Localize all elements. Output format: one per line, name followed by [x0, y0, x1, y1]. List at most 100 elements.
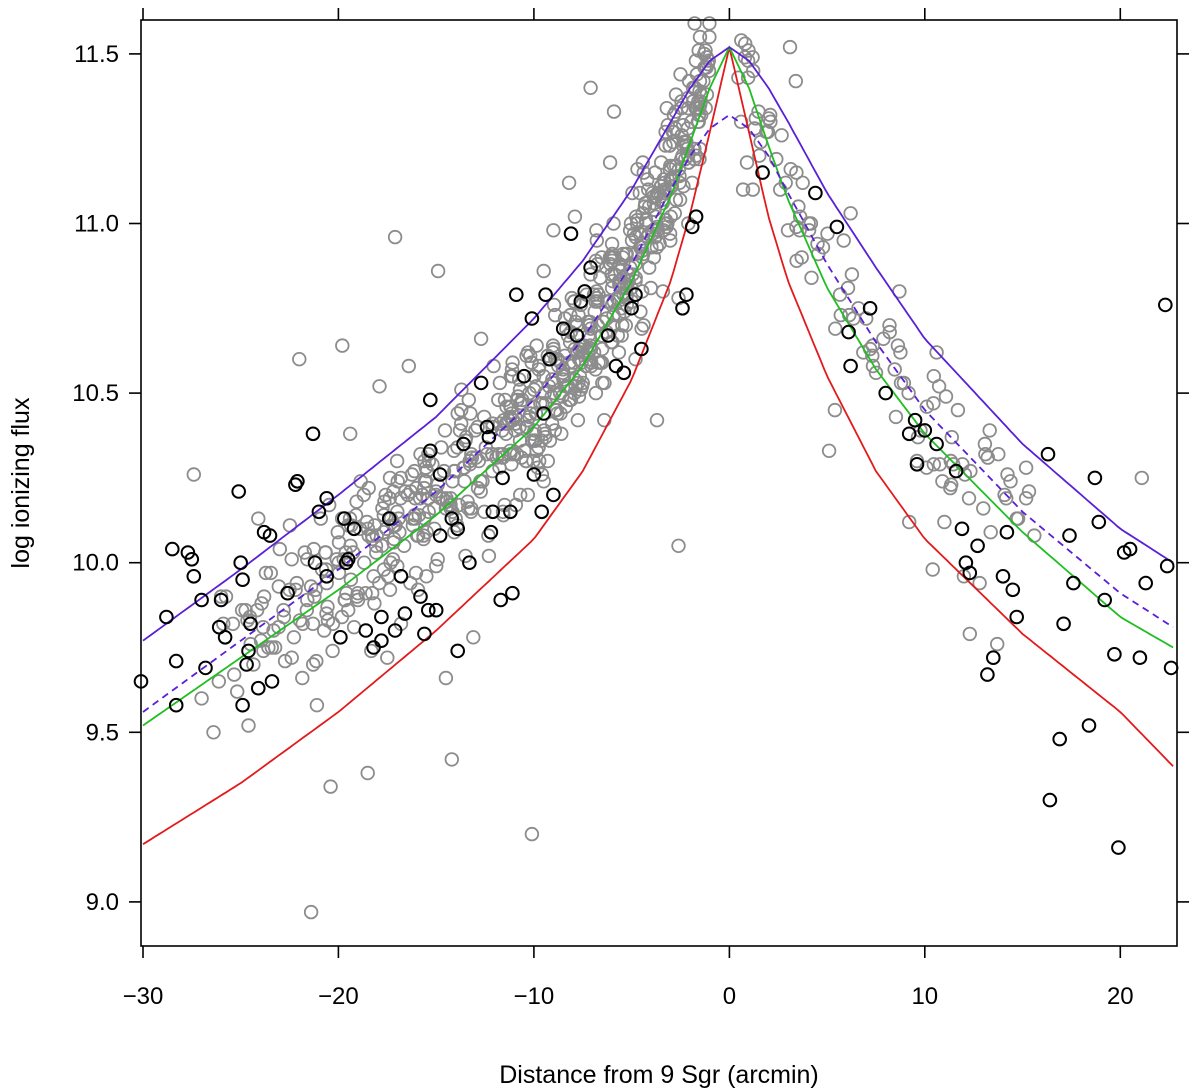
gray-point	[318, 562, 334, 577]
gray-point	[594, 341, 610, 357]
gray-point	[752, 148, 767, 163]
black-point	[168, 697, 184, 713]
gray-point	[276, 603, 291, 618]
gray-point	[382, 582, 398, 598]
gray-point	[545, 345, 561, 360]
gray-point	[636, 165, 652, 180]
gray-point	[303, 904, 319, 920]
gray-point	[492, 375, 508, 391]
gray-point	[339, 586, 354, 601]
black-point	[600, 328, 616, 343]
gray-point	[567, 341, 583, 357]
black-point	[421, 602, 436, 618]
black-point	[397, 606, 413, 621]
gray-point	[292, 352, 307, 367]
gray-point	[246, 657, 261, 672]
black-point	[624, 301, 639, 316]
gray-point	[937, 514, 952, 530]
black-point	[583, 260, 598, 275]
gray-point	[893, 345, 908, 360]
gray-point	[417, 474, 433, 489]
black-point	[948, 463, 964, 479]
gray-point	[580, 314, 596, 330]
gray-point	[1000, 467, 1015, 482]
gray-point	[635, 206, 650, 221]
gray-point	[444, 752, 460, 767]
gray-point	[925, 562, 940, 577]
gray-point	[372, 575, 387, 591]
black-point	[462, 555, 477, 571]
black-point	[1066, 575, 1081, 591]
gray-point	[323, 779, 338, 794]
gray-point	[499, 399, 514, 414]
gray-point	[599, 294, 615, 309]
gray-point	[330, 525, 346, 540]
black-point	[305, 426, 321, 442]
gray-point	[546, 223, 561, 238]
gray-point	[303, 579, 319, 594]
gray-point	[882, 318, 897, 333]
gray-point	[1009, 511, 1024, 526]
gray-point	[836, 233, 851, 248]
black-point	[526, 467, 542, 482]
gray-point	[412, 491, 428, 506]
gray-point	[526, 382, 542, 397]
gray-point	[477, 409, 492, 425]
gray-point	[309, 698, 325, 713]
gray-point	[571, 307, 586, 323]
gray-point	[691, 114, 706, 130]
gray-point	[343, 572, 359, 587]
black-point	[198, 660, 213, 676]
gray-point	[295, 670, 310, 686]
gray-point	[562, 392, 577, 408]
gray-point	[950, 402, 966, 418]
gray-point	[549, 402, 564, 418]
black-point	[159, 609, 174, 625]
black-point	[235, 572, 250, 588]
y-axis-title: log ionizing flux	[7, 397, 35, 568]
gray-point	[430, 263, 446, 279]
black-point	[483, 524, 499, 540]
gray-point	[735, 182, 751, 197]
gray-point	[739, 155, 755, 170]
gray-point	[566, 294, 582, 309]
gray-point	[437, 423, 453, 438]
black-point	[616, 365, 632, 381]
black-point	[509, 287, 524, 303]
black-point	[1062, 528, 1077, 543]
gray-point	[546, 297, 562, 313]
gray-point	[435, 491, 451, 506]
gray-point	[376, 562, 392, 577]
gray-point	[343, 538, 358, 554]
black-point	[250, 680, 266, 696]
gray-point	[691, 107, 707, 123]
gray-point	[888, 409, 904, 425]
gray-point	[665, 124, 681, 140]
black-point	[423, 392, 438, 408]
gray-point	[523, 348, 538, 364]
gray-point	[350, 592, 366, 608]
gray-point	[334, 609, 350, 625]
gray-point	[401, 358, 417, 374]
gray-point	[225, 616, 241, 632]
gray-point	[782, 39, 798, 55]
gray-point	[640, 172, 655, 187]
gray-point	[436, 463, 452, 479]
gray-point	[792, 209, 808, 224]
gray-point	[284, 650, 299, 665]
gray-point	[662, 226, 678, 241]
gray-point	[405, 511, 420, 526]
gray-point	[789, 253, 804, 268]
gray-point	[935, 474, 950, 489]
gray-point	[325, 643, 340, 659]
gray-point	[671, 538, 686, 554]
black-point	[473, 375, 489, 391]
gray-point	[887, 362, 902, 377]
x-tick-label: 10	[911, 983, 938, 1010]
black-point	[337, 511, 352, 526]
gray-point	[365, 528, 380, 543]
gray-point	[393, 491, 408, 506]
gray-point	[788, 73, 804, 89]
gray-point	[976, 501, 991, 516]
black-point	[1111, 840, 1126, 855]
